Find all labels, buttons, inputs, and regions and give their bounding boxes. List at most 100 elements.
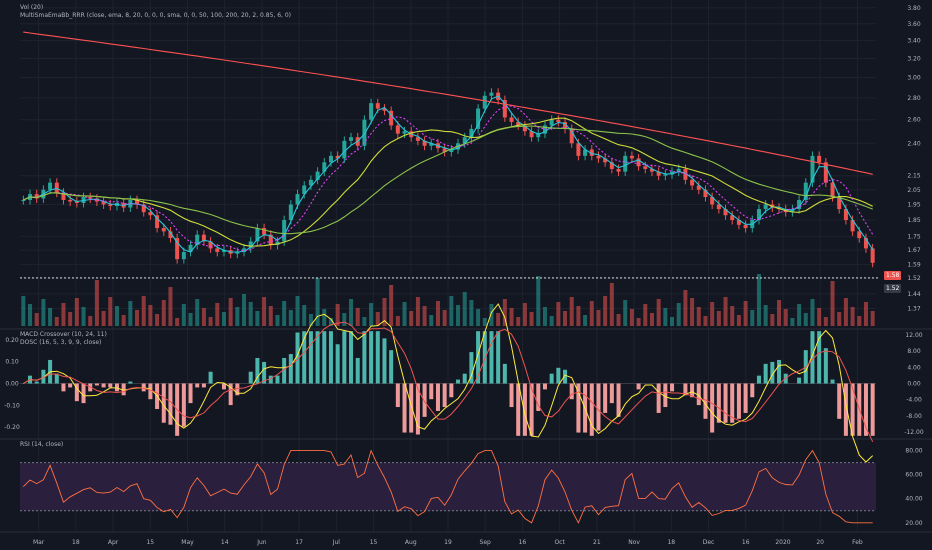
volume-bar <box>736 315 741 326</box>
volume-bar <box>402 302 407 326</box>
macd-histogram-bar <box>148 383 153 400</box>
rsi-axis-tick: 20.00 <box>905 520 922 527</box>
macd-histogram-bar <box>54 373 59 384</box>
macd-histogram-bar <box>756 375 761 384</box>
candle-body <box>262 228 267 235</box>
candle-body <box>221 250 226 252</box>
candle-body <box>609 162 614 169</box>
candle-body <box>168 231 173 239</box>
candle-body <box>810 155 815 183</box>
dosc-axis-tick: -8.00 <box>906 413 922 420</box>
candle-body <box>94 198 99 202</box>
volume-bar <box>616 314 621 326</box>
volume-bar <box>603 296 608 326</box>
macd-histogram-bar <box>349 331 354 384</box>
macd-histogram-bar <box>108 383 113 388</box>
time-axis-tick: 14 <box>221 539 229 546</box>
time-axis-tick: Oct <box>554 539 565 546</box>
volume-bar <box>522 303 527 326</box>
volume-bar <box>81 307 86 326</box>
time-axis-tick: 16 <box>742 539 750 546</box>
volume-bar <box>482 318 487 326</box>
macd-histogram-bar <box>68 383 73 388</box>
rsi-axis-tick: 60.00 <box>905 472 922 479</box>
macd-histogram-bar <box>609 383 614 404</box>
volume-bar <box>643 304 648 326</box>
volume-bar <box>315 278 320 326</box>
volume-bar <box>556 302 561 326</box>
volume-bar <box>536 276 541 326</box>
candle-body <box>101 201 106 205</box>
macd-histogram-bar <box>402 383 407 433</box>
volume-bar <box>429 315 434 326</box>
dosc-label: DOSC (16, 5, 3, 9, 9, close) <box>20 339 102 346</box>
candle-body <box>208 241 213 249</box>
macd-histogram-bar <box>536 383 541 411</box>
candle-body <box>362 119 367 146</box>
volume-bar <box>790 318 795 326</box>
volume-bar <box>295 296 300 326</box>
macd-histogram-bar <box>509 383 514 408</box>
volume-bar <box>750 310 755 326</box>
macd-axis-tick: 0.00 <box>5 381 19 388</box>
time-axis-tick: Sep <box>480 539 492 546</box>
candle-body <box>415 137 420 141</box>
volume-bar <box>155 314 160 326</box>
macd-histogram-bar <box>235 383 240 396</box>
time-axis-tick: 17 <box>295 539 303 546</box>
candle-body <box>161 228 166 232</box>
candle-body <box>817 155 822 163</box>
volume-bar <box>489 304 494 326</box>
volume-bar <box>108 297 113 326</box>
candle-body <box>736 220 741 225</box>
volume-bar <box>389 285 394 326</box>
volume-bar <box>783 309 788 326</box>
candle-body <box>690 179 695 186</box>
volume-bar <box>215 303 220 326</box>
macd-histogram-bar <box>302 331 307 384</box>
volume-bar <box>623 300 628 326</box>
candle-body <box>342 140 347 159</box>
macd-histogram-bar <box>94 383 99 386</box>
candle-body <box>536 133 541 138</box>
volume-bar <box>469 300 474 326</box>
time-axis-tick: May <box>181 539 194 546</box>
macd-histogram-bar <box>716 383 721 423</box>
macd-histogram-bar <box>469 352 474 384</box>
time-axis-tick: 21 <box>593 539 601 546</box>
candle-body <box>308 179 313 186</box>
time-axis-tick: Mar <box>33 539 45 546</box>
candle-body <box>195 234 200 245</box>
price-axis-tick: 1.75 <box>907 233 921 240</box>
candle-body <box>469 128 474 138</box>
time-axis-tick: 16 <box>519 539 527 546</box>
candle-body <box>255 228 260 242</box>
macd-histogram-bar <box>817 331 822 384</box>
candle-body <box>68 199 73 202</box>
candle-body <box>61 192 66 200</box>
time-axis-tick: Feb <box>852 539 863 546</box>
last-price-badge: 1.58 <box>884 271 902 280</box>
volume-bar <box>870 311 875 326</box>
macd-histogram-bar <box>783 373 788 384</box>
volume-bar <box>328 318 333 326</box>
macd-histogram-bar <box>328 331 333 384</box>
macd-histogram-bar <box>496 331 501 384</box>
volume-bar <box>114 306 119 326</box>
time-axis-tick: Dec <box>703 539 715 546</box>
macd-histogram-bar <box>74 383 79 402</box>
dosc-axis-tick: -12.00 <box>904 429 924 436</box>
candle-body <box>395 125 400 134</box>
volume-bar <box>843 298 848 326</box>
candle-body <box>763 204 768 210</box>
candle-body <box>181 251 186 260</box>
candle-body <box>730 215 735 221</box>
volume-bar <box>175 318 180 326</box>
candle-body <box>148 212 153 216</box>
macd-histogram-bar <box>342 331 347 384</box>
macd-histogram-bar <box>656 383 661 413</box>
candle-body <box>850 220 855 232</box>
candle-body <box>696 185 701 190</box>
volume-bar <box>496 313 501 326</box>
